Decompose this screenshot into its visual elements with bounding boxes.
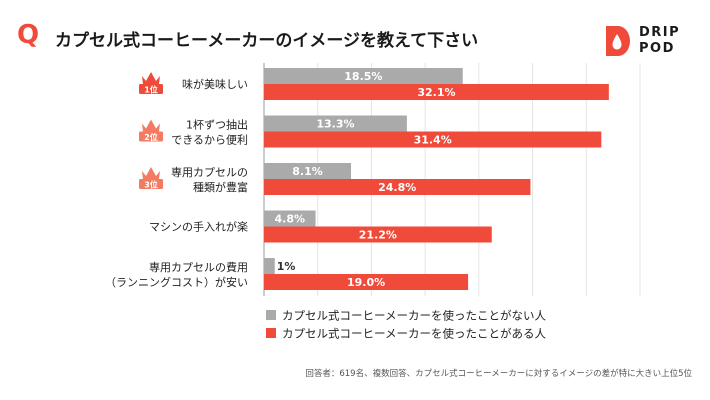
- crown-shape: [142, 167, 160, 179]
- category-label: マシンの手入れが楽: [149, 220, 248, 234]
- legend-label: カプセル式コーヒーメーカーを使ったことがある人: [282, 327, 547, 341]
- legend-label: カプセル式コーヒーメーカーを使ったことがない人: [282, 309, 547, 323]
- data-label: 1%: [277, 260, 296, 273]
- category-label-line: できるから便利: [171, 134, 248, 147]
- category-label: 1杯ずつ抽出できるから便利: [171, 118, 248, 147]
- bar-never-used: [264, 258, 275, 274]
- category-label-line: 専用カプセルの費用: [149, 260, 248, 274]
- data-label: 32.1%: [417, 86, 455, 99]
- drip-pod-logo: DRIP POD: [604, 24, 699, 64]
- bar-used: [264, 84, 609, 100]
- header: Q カプセル式コーヒーメーカーのイメージを教えて下さい DRIP POD: [0, 0, 710, 70]
- logo-line-drip: DRIP: [639, 25, 681, 40]
- bar-never-used: [264, 210, 316, 227]
- rank-badge-bg: [139, 84, 163, 94]
- data-label: 31.4%: [414, 134, 452, 147]
- data-label: 19.0%: [347, 276, 385, 289]
- rank-badge-label: 1位: [144, 85, 158, 95]
- bar-used: [264, 226, 492, 243]
- rank-badge-label: 3位: [144, 180, 158, 190]
- rank-crown-icon: 1位: [139, 72, 163, 95]
- data-label: 13.3%: [316, 118, 354, 131]
- legend-swatch: [266, 310, 276, 320]
- rank-crown-icon: 2位: [139, 119, 163, 142]
- crown-shape: [142, 72, 160, 84]
- rank-badge-bg: [139, 131, 163, 142]
- category-label: 味が美味しい: [182, 77, 248, 91]
- data-label: 4.8%: [275, 213, 306, 226]
- category-label-line: 専用カプセルの: [171, 166, 248, 179]
- bar-chart: 味が美味しい 1位 18.5% 32.1% 1杯ずつ抽出できるから便利 2位 13.3% 31…: [105, 63, 641, 341]
- bar-never-used: [264, 68, 463, 84]
- data-label: 18.5%: [344, 70, 382, 83]
- category-label: 専用カプセルの費用（ランニングコスト）が安い: [105, 260, 248, 289]
- category-label-line: 1杯ずつ抽出: [186, 118, 248, 132]
- crown-shape: [142, 119, 160, 132]
- bar-used: [264, 179, 531, 195]
- rank-crown-icon: 3位: [139, 167, 163, 190]
- bar-used: [264, 274, 469, 290]
- rank-badge-bg: [139, 179, 163, 189]
- data-label: 24.8%: [378, 181, 416, 194]
- bar-never-used: [264, 163, 352, 179]
- logo-wordmark: DRIP POD: [639, 25, 699, 57]
- chart-title: カプセル式コーヒーメーカーのイメージを教えて下さい: [55, 31, 479, 51]
- legend-swatch: [266, 328, 276, 338]
- rank-badge-label: 2位: [144, 132, 158, 142]
- bar-never-used: [264, 115, 407, 132]
- category-label-line: （ランニングコスト）が安い: [105, 275, 248, 289]
- category-label: 専用カプセルの種類が豊富: [171, 166, 248, 194]
- data-label: 8.1%: [292, 165, 323, 178]
- data-label: 21.2%: [359, 229, 397, 242]
- drop-logo-icon: [606, 26, 630, 56]
- footnote: 回答者：619名、複数回答、カプセル式コーヒーメーカーに対するイメージの差が特に…: [305, 369, 692, 379]
- bar-used: [264, 131, 602, 148]
- question-mark-icon: Q: [17, 20, 40, 50]
- logo-line-pod: POD: [639, 41, 675, 56]
- category-label-line: 種類が豊富: [193, 180, 248, 194]
